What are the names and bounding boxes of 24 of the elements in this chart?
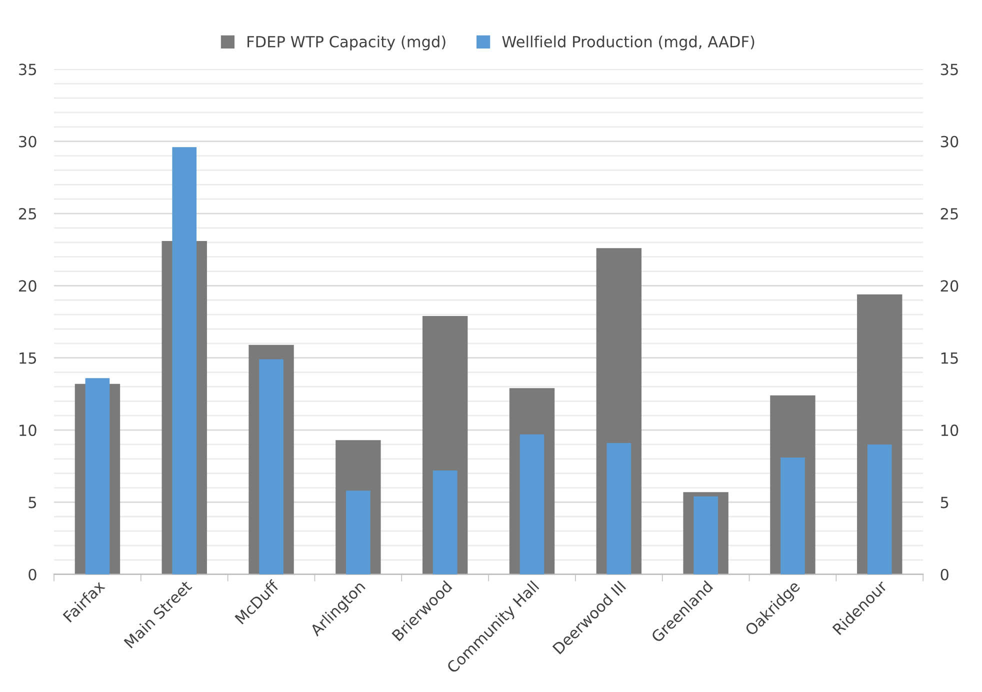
y-tick-label: 15 xyxy=(20,352,36,364)
bar xyxy=(867,444,892,574)
y-tick-label: 5 xyxy=(28,496,36,508)
legend-label: Wellfield Production (mgd, AADF) xyxy=(502,36,754,50)
y-tick-label: 10 xyxy=(20,424,36,436)
y-tick-label: 0 xyxy=(28,568,36,580)
bar xyxy=(780,457,805,574)
y2-tick-label: 20 xyxy=(940,280,958,292)
y2-tick-label: 15 xyxy=(941,352,958,364)
y-tick-label: 20 xyxy=(19,280,36,292)
y2-tick-label: 10 xyxy=(941,424,958,436)
bar xyxy=(606,443,632,574)
y-tick-label: 25 xyxy=(19,208,36,220)
y2-tick-label: 30 xyxy=(940,136,958,148)
y2-tick-label: 35 xyxy=(940,64,958,76)
legend-label: FDEP WTP Capacity (mgd) xyxy=(248,36,446,50)
bar xyxy=(346,490,370,574)
bar xyxy=(432,470,458,574)
y2-tick-label: 5 xyxy=(940,496,948,508)
y-tick-label: 30 xyxy=(19,136,36,148)
bar xyxy=(520,434,544,574)
y2-tick-label: 25 xyxy=(940,208,958,220)
y-tick-label: 35 xyxy=(19,64,36,76)
y2-tick-label: 0 xyxy=(940,568,948,580)
